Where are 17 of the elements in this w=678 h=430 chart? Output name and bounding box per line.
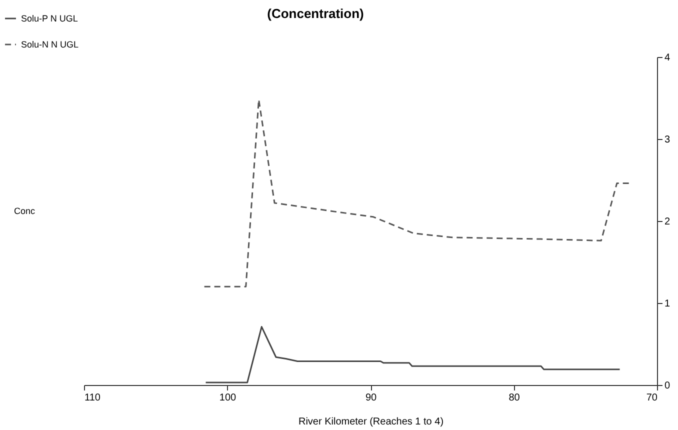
text: Conc xyxy=(14,206,36,216)
x-tick-label: 100 xyxy=(219,392,237,404)
x-tick-label: 70 xyxy=(646,392,658,404)
x-tick-label: 110 xyxy=(84,392,101,404)
y-tick-label: 3 xyxy=(664,134,670,146)
line-series xyxy=(204,98,631,288)
legend-label: Solu-N N UGL xyxy=(21,40,79,50)
legend-label: Solu-P N UGL xyxy=(21,14,78,24)
y-tick-label: 0 xyxy=(664,380,670,392)
x-tick-label: 80 xyxy=(508,392,520,404)
x-axis-title: River Kilometer (Reaches 1 to 4) xyxy=(298,416,444,428)
y-tick-label: 2 xyxy=(664,216,670,228)
x-tick-label: 90 xyxy=(365,392,377,404)
y-tick-label: 4 xyxy=(664,52,670,64)
y-tick-label: 1 xyxy=(664,298,670,310)
line-series xyxy=(205,326,621,384)
chart-title: (Concentration) xyxy=(267,6,364,21)
